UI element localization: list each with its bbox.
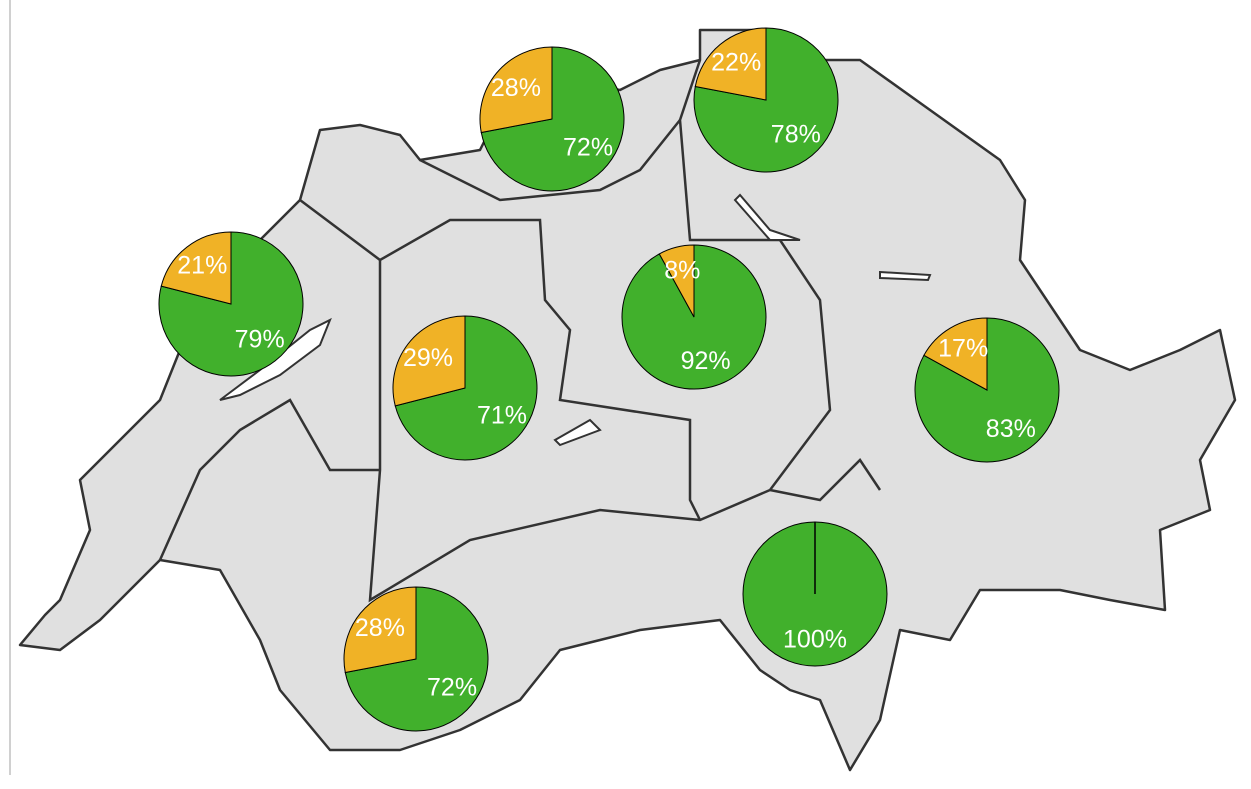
pie-label: 28% — [491, 74, 541, 102]
pie-label: 92% — [681, 347, 731, 375]
pie-label: 71% — [477, 401, 527, 429]
pie-label: 29% — [403, 344, 453, 372]
border — [769, 458, 882, 502]
pie-slice — [480, 46, 625, 192]
border — [158, 398, 380, 561]
pie-slice — [658, 244, 695, 318]
pie-label: 78% — [771, 121, 821, 149]
pie-label: 100% — [783, 625, 847, 653]
pie-label: 21% — [177, 252, 227, 280]
pie-label: 22% — [711, 49, 761, 77]
border — [299, 199, 702, 521]
pie-slice — [694, 27, 767, 101]
country-shape — [18, 28, 1237, 772]
pie-label: 79% — [235, 326, 285, 354]
pie-label: 8% — [664, 256, 700, 284]
pie-slice — [392, 315, 466, 407]
pie-slice — [343, 586, 417, 674]
pie-slice — [394, 315, 538, 461]
lake — [553, 418, 602, 447]
pie-label: 83% — [986, 415, 1036, 443]
pie-slice — [923, 317, 988, 391]
border — [419, 119, 681, 202]
pie-slice — [160, 231, 232, 305]
pie-label: 17% — [938, 334, 988, 362]
pie-label: 72% — [563, 133, 613, 161]
pie-slice — [479, 46, 553, 134]
pie-slice — [344, 586, 489, 732]
region-borders — [158, 59, 882, 603]
pie-slice — [914, 317, 1060, 463]
lake — [733, 193, 801, 241]
pie-label: 72% — [427, 673, 477, 701]
pie-label: 28% — [355, 614, 405, 642]
lake — [879, 270, 932, 282]
